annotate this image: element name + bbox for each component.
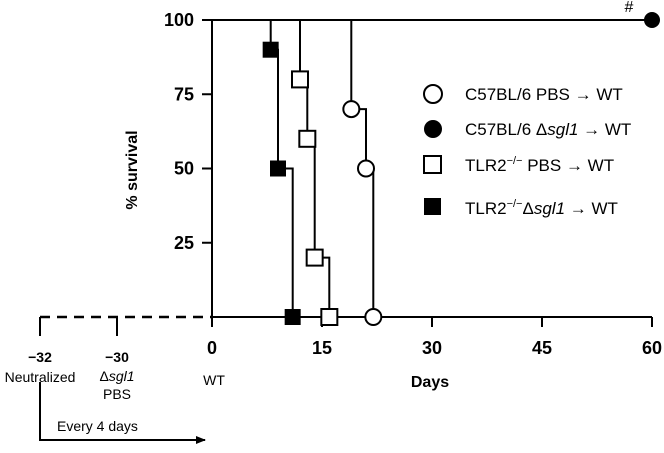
legend-marker-circle-open	[423, 84, 443, 104]
timeline-day-neutralized: −32	[28, 349, 52, 365]
series-marker-0	[357, 159, 375, 178]
x-ticks: 0 15 30 45 60	[207, 317, 662, 358]
legend-label-tlr2-pbs: TLR2−/− PBS → WT	[465, 155, 614, 175]
x-tick-label: 0	[207, 338, 217, 358]
significance-annotation: #	[625, 0, 634, 16]
legend-marker-square-filled	[424, 198, 441, 215]
legend-marker-circle-filled	[424, 120, 442, 138]
series-marker-3	[284, 309, 301, 325]
series-marker-2	[298, 129, 317, 148]
legend-marker-square-open	[423, 155, 442, 174]
series-marker-0	[364, 308, 383, 326]
y-tick-label: 50	[174, 159, 194, 179]
y-ticks: 25 50 75 100	[164, 10, 212, 253]
timeline-day-sgl1: −30	[105, 349, 129, 365]
survival-series	[212, 12, 660, 326]
series-marker-3	[270, 160, 286, 177]
y-tick-label: 100	[164, 10, 194, 30]
x-tick-label: 15	[312, 338, 332, 358]
series-marker-2	[320, 308, 339, 326]
series-marker-1	[644, 12, 660, 28]
x-tick-label: 30	[422, 338, 442, 358]
timeline-repeat-label: Every 4 days	[57, 418, 138, 434]
legend-label-c57-pbs: C57BL/6 PBS → WT	[465, 85, 623, 104]
timeline-repeat-arrow	[39, 382, 206, 444]
y-axis-label: % survival	[124, 130, 141, 209]
x-tick-label: 60	[642, 338, 662, 358]
x-tick-label: 45	[532, 338, 552, 358]
series-marker-2	[305, 248, 324, 267]
y-tick-label: 75	[174, 84, 194, 104]
y-tick-label: 25	[174, 233, 194, 253]
timeline-label-sgl1: Δsgl1	[99, 368, 134, 384]
timeline: −32 Neutralized −30 Δsgl1 PBS WT Every 4…	[5, 317, 225, 444]
series-marker-3	[262, 41, 279, 58]
timeline-label-neutralized: Neutralized	[5, 369, 76, 385]
x-axis-label: Days	[411, 374, 449, 391]
series-marker-0	[342, 100, 361, 119]
legend: C57BL/6 PBS → WT C57BL/6 Δsgl1 → WT TLR2…	[423, 84, 631, 218]
legend-label-c57-sgl1: C57BL/6 Δsgl1 → WT	[465, 120, 631, 139]
legend-label-tlr2-sgl1: TLR2−/−Δsgl1 → WT	[465, 198, 618, 218]
timeline-label-pbs: PBS	[103, 386, 131, 402]
series-marker-2	[291, 70, 309, 89]
timeline-label-wt: WT	[203, 372, 225, 388]
